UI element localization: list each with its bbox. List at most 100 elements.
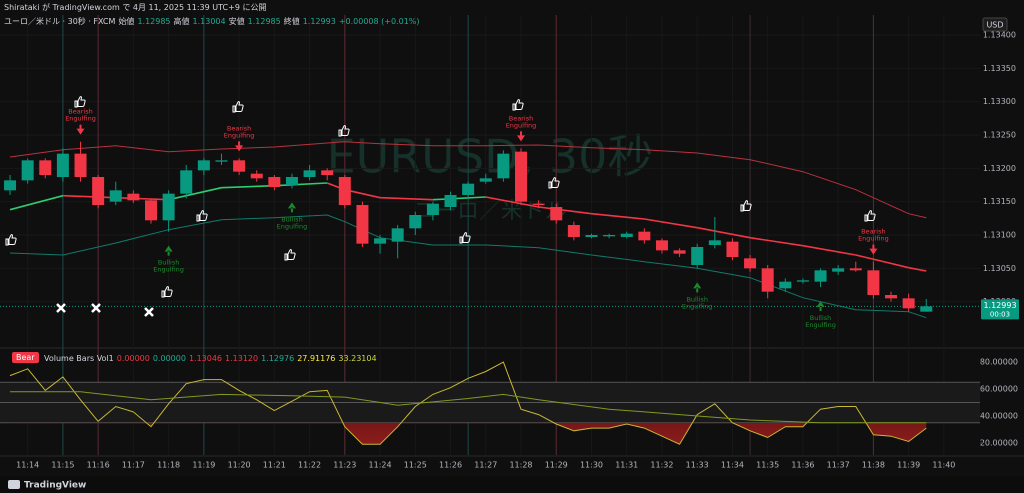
x-tick-label: 11:14	[16, 461, 39, 470]
candle-body	[285, 177, 298, 185]
candle-body	[21, 160, 34, 181]
annotation: Bullish	[810, 314, 832, 322]
legend-value: 1.13046	[188, 354, 223, 363]
x-tick-label: 11:27	[474, 461, 497, 470]
thumb-icon	[5, 234, 17, 246]
candle-body	[867, 270, 880, 295]
x-tick-label: 11:23	[333, 461, 356, 470]
band-segment	[538, 206, 592, 215]
ohlc-value: 1.12993	[302, 17, 336, 26]
oscillator-fill	[146, 422, 927, 445]
thumb-icon	[196, 210, 208, 222]
candle-body	[162, 193, 175, 221]
candle-body	[444, 195, 457, 207]
x-tick-label: 11:28	[509, 461, 532, 470]
thumb-icon	[74, 96, 86, 108]
candle-body	[726, 241, 739, 257]
indicator-line	[9, 361, 927, 445]
candle-body	[56, 153, 69, 177]
signal-arrow	[869, 244, 878, 255]
band-segment	[485, 196, 539, 208]
candle-body	[885, 295, 898, 299]
x-tick-label: 11:17	[122, 461, 145, 470]
annotation: Bearish	[509, 114, 533, 122]
candle-body	[497, 153, 510, 179]
ohlc-label: 始値	[118, 17, 135, 26]
x-tick-label: 11:34	[721, 461, 744, 470]
ohlc-label: 安値	[228, 17, 245, 26]
candle-body	[708, 240, 721, 245]
x-tick-label: 11:24	[369, 461, 392, 470]
thumb-icon	[459, 232, 471, 244]
candle-body	[603, 235, 616, 237]
candle-body	[338, 177, 351, 205]
thumb-icon	[548, 177, 560, 189]
candle-body	[532, 203, 545, 205]
indicator-legend: Volume Bars Vol1 0.00000 0.00000 1.13046 1.1…	[44, 354, 380, 363]
candle-body	[920, 306, 933, 312]
annotation: Bearish	[861, 228, 885, 236]
candle-body	[233, 160, 246, 172]
legend-value: 33.23104	[338, 354, 377, 363]
candle-body	[374, 238, 387, 244]
last-price-box	[981, 299, 1019, 320]
x-tick-label: 11:36	[791, 461, 814, 470]
currency-box[interactable]	[982, 17, 1008, 32]
ohlc-value: 1.12985	[137, 17, 171, 26]
annotation: Engulfing	[805, 321, 836, 329]
candle-body	[515, 151, 528, 202]
x-tick-label: 11:40	[932, 461, 955, 470]
band-segment	[168, 186, 222, 201]
thumb-icon	[740, 200, 752, 212]
candle-body	[426, 203, 439, 215]
brand: TradingView	[24, 481, 86, 491]
candle-body	[479, 178, 492, 182]
ohlc-label: 高値	[173, 17, 190, 26]
band-segment	[591, 212, 645, 220]
x-tick-label: 11:19	[192, 461, 215, 470]
thumb-icon	[512, 99, 524, 111]
band-segment	[9, 194, 64, 211]
candle-body	[268, 177, 281, 187]
y-tick-label: 1.13300	[983, 97, 1016, 106]
symbol-row: ユーロ／米ドル · 30秒 · FXCM 始値 1.12985 高値 1.13004 安値…	[4, 16, 423, 27]
signal-arrow	[76, 124, 85, 135]
candle-body	[92, 177, 105, 205]
thumb-icon	[864, 210, 876, 222]
x-tick-label: 11:20	[228, 461, 251, 470]
annotation: Engulfing	[153, 266, 184, 274]
band-segment	[62, 194, 116, 199]
annotation: Engulfing	[506, 121, 537, 129]
change: +0.00008 (+0.01%)	[338, 17, 420, 26]
symbol: ユーロ／米ドル · 30秒 · FXCM	[4, 17, 116, 26]
x-tick-label: 11:38	[862, 461, 885, 470]
candle-body	[303, 170, 316, 177]
candle-body	[4, 180, 17, 191]
x-mark	[91, 303, 101, 313]
y-tick-label: 1.13150	[983, 197, 1016, 206]
y-tick-label: 1.13350	[983, 64, 1016, 73]
band-segment	[644, 218, 698, 229]
candle-body	[127, 193, 140, 201]
x-tick-label: 11:26	[439, 461, 462, 470]
annotation: Engulfing	[224, 131, 255, 139]
candle-body	[638, 231, 651, 241]
currency[interactable]: USD	[986, 21, 1003, 30]
y-tick-label: 1.13100	[983, 231, 1016, 240]
band-segment	[908, 266, 927, 272]
annotation: Bearish	[227, 124, 251, 132]
candle-body	[109, 190, 122, 202]
x-tick-label: 11:21	[263, 461, 286, 470]
countdown: 00:03	[990, 310, 1010, 318]
candle-body	[655, 240, 668, 251]
x-tick-label: 11:29	[545, 461, 568, 470]
candle-body	[832, 268, 845, 272]
signal-arrow	[816, 301, 825, 311]
y-tick-label: 80.00000	[980, 358, 1018, 367]
candle-body	[902, 298, 915, 309]
band-segment	[802, 244, 856, 256]
candle-body	[550, 207, 563, 221]
legend-value: 1.12976	[261, 354, 295, 363]
